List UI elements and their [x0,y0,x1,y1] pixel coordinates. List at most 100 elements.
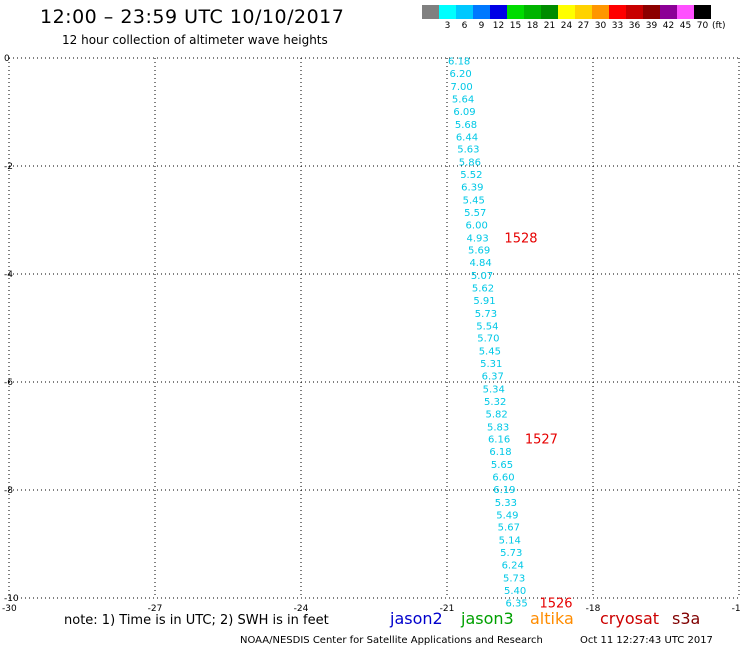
y-tick-label: -8 [4,486,13,496]
swh-value: 6.18 [448,57,470,68]
legend-swatch [660,5,677,19]
y-tick-label: -10 [4,594,19,604]
swh-value: 5.73 [503,573,525,584]
swh-value: 6.60 [492,473,514,484]
legend-unit: (ft) [712,21,726,31]
x-tick-label: -30 [2,604,17,614]
swh-value: 5.65 [491,460,513,471]
legend-swatch [439,5,456,19]
swh-value: 5.86 [459,158,481,169]
swh-value: 5.52 [460,170,482,181]
legend-label: 33 [611,21,624,31]
swh-value: 6.19 [493,485,515,496]
swh-value: 6.39 [461,183,483,194]
swh-value: 5.49 [496,510,518,521]
legend-label: 3 [444,21,451,31]
legend-label: 36 [628,21,641,31]
legend-label: 39 [645,21,658,31]
time-label: 1526 [539,596,572,611]
legend-label: 70 [696,21,709,31]
map-title: 12:00 – 23:59 UTC 10/10/2017 [40,6,345,28]
swh-value: 5.70 [477,334,499,345]
swh-value: 5.40 [504,586,526,597]
swh-value: 6.18 [489,447,511,458]
swh-value: 5.34 [483,384,505,395]
legend-swatch [558,5,575,19]
legend-label: 18 [526,21,539,31]
swh-value: 6.24 [502,561,524,572]
x-tick-label: -24 [294,604,309,614]
swh-value: 4.93 [467,233,489,244]
swh-value: 5.68 [455,120,477,131]
swh-value: 5.54 [476,321,498,332]
swh-value: 5.73 [500,548,522,559]
map-subtitle: 12 hour collection of altimeter wave hei… [62,33,328,47]
legend-swatch [592,5,609,19]
swh-value: 6.16 [488,435,510,446]
swh-value: 6.35 [505,598,527,609]
legend-label: 21 [543,21,556,31]
swh-value: 5.62 [472,284,494,295]
legend-label: 45 [679,21,692,31]
swh-value: 5.45 [479,347,501,358]
swh-value: 5.69 [468,246,490,257]
legend-label: 12 [492,21,505,31]
swh-value: 5.31 [480,359,502,370]
swh-value: 6.20 [449,69,471,80]
swh-value: 6.44 [456,132,478,143]
footer-timestamp: Oct 11 12:27:43 UTC 2017 [580,635,713,646]
legend-swatch [575,5,592,19]
legend-label: 9 [478,21,485,31]
legend-swatch [694,5,711,19]
legend-label: 6 [461,21,468,31]
swh-value: 5.33 [495,498,517,509]
legend-label: 30 [594,21,607,31]
swh-value: 5.82 [486,409,508,420]
note-text: note: 1) Time is in UTC; 2) SWH is in fe… [64,613,329,628]
swh-value: 5.83 [487,422,509,433]
legend-swatch [524,5,541,19]
satellite-label-jason2: jason2 [390,609,443,628]
legend-swatch [473,5,490,19]
swh-value: 5.45 [463,195,485,206]
y-tick-label: -2 [4,162,13,172]
swh-value: 5.14 [499,536,521,547]
swh-value: 5.67 [498,523,520,534]
satellite-label-altika: altika [530,609,574,628]
legend-swatch [456,5,473,19]
swh-value: 5.07 [471,271,493,282]
swh-value: 5.64 [452,95,474,106]
legend-swatch [507,5,524,19]
legend-swatch [609,5,626,19]
legend-swatch [677,5,694,19]
y-tick-label: 0 [4,54,10,64]
satellite-label-jason3: jason3 [461,609,514,628]
y-tick-label: -4 [4,270,13,280]
time-label: 1527 [525,433,558,448]
swh-value: 5.91 [473,296,495,307]
swh-value: 6.00 [466,220,488,231]
swh-value: 6.09 [453,107,475,118]
legend-swatch [422,5,439,19]
swh-value: 4.84 [469,258,491,269]
x-tick-label: -15 [732,604,740,614]
y-tick-label: -6 [4,378,13,388]
legend-swatch [626,5,643,19]
swh-value: 5.73 [475,309,497,320]
satellite-label-s3a: s3a [672,609,701,628]
swh-value: 5.63 [457,145,479,156]
swh-value: 5.57 [464,208,486,219]
x-tick-label: -18 [586,604,601,614]
legend-label: 15 [509,21,522,31]
legend-label: 27 [577,21,590,31]
legend-label: 24 [560,21,573,31]
x-tick-label: -27 [148,604,163,614]
swh-value: 6.37 [482,372,504,383]
time-label: 1528 [504,231,537,246]
swh-value: 5.32 [484,397,506,408]
footer-credit: NOAA/NESDIS Center for Satellite Applica… [240,635,543,646]
satellite-label-cryosat: cryosat [600,609,660,628]
legend-swatch [541,5,558,19]
x-tick-label: -21 [440,604,455,614]
